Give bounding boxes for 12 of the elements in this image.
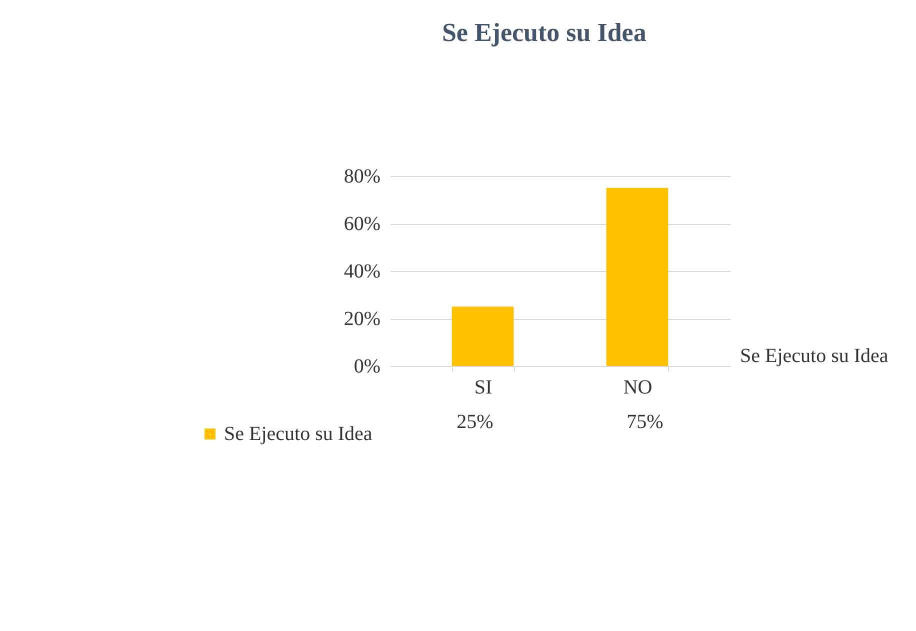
y-tick-label: 0% bbox=[354, 356, 380, 378]
text: Se Ejecuto su Idea bbox=[740, 345, 888, 367]
y-tick-label: 80% bbox=[344, 166, 380, 188]
y-tick-label: 20% bbox=[344, 308, 380, 330]
data-label: 25% bbox=[456, 411, 494, 433]
chart-title: Se Ejecuto su Idea bbox=[442, 18, 646, 47]
y-tick-label: 60% bbox=[344, 213, 380, 235]
legend-label: Se Ejecuto su Idea bbox=[224, 423, 372, 445]
data-label: 75% bbox=[626, 411, 664, 433]
x-tick-label: SI bbox=[474, 376, 492, 398]
x-tick-label: NO bbox=[623, 376, 652, 398]
y-tick-label: 40% bbox=[344, 260, 380, 282]
